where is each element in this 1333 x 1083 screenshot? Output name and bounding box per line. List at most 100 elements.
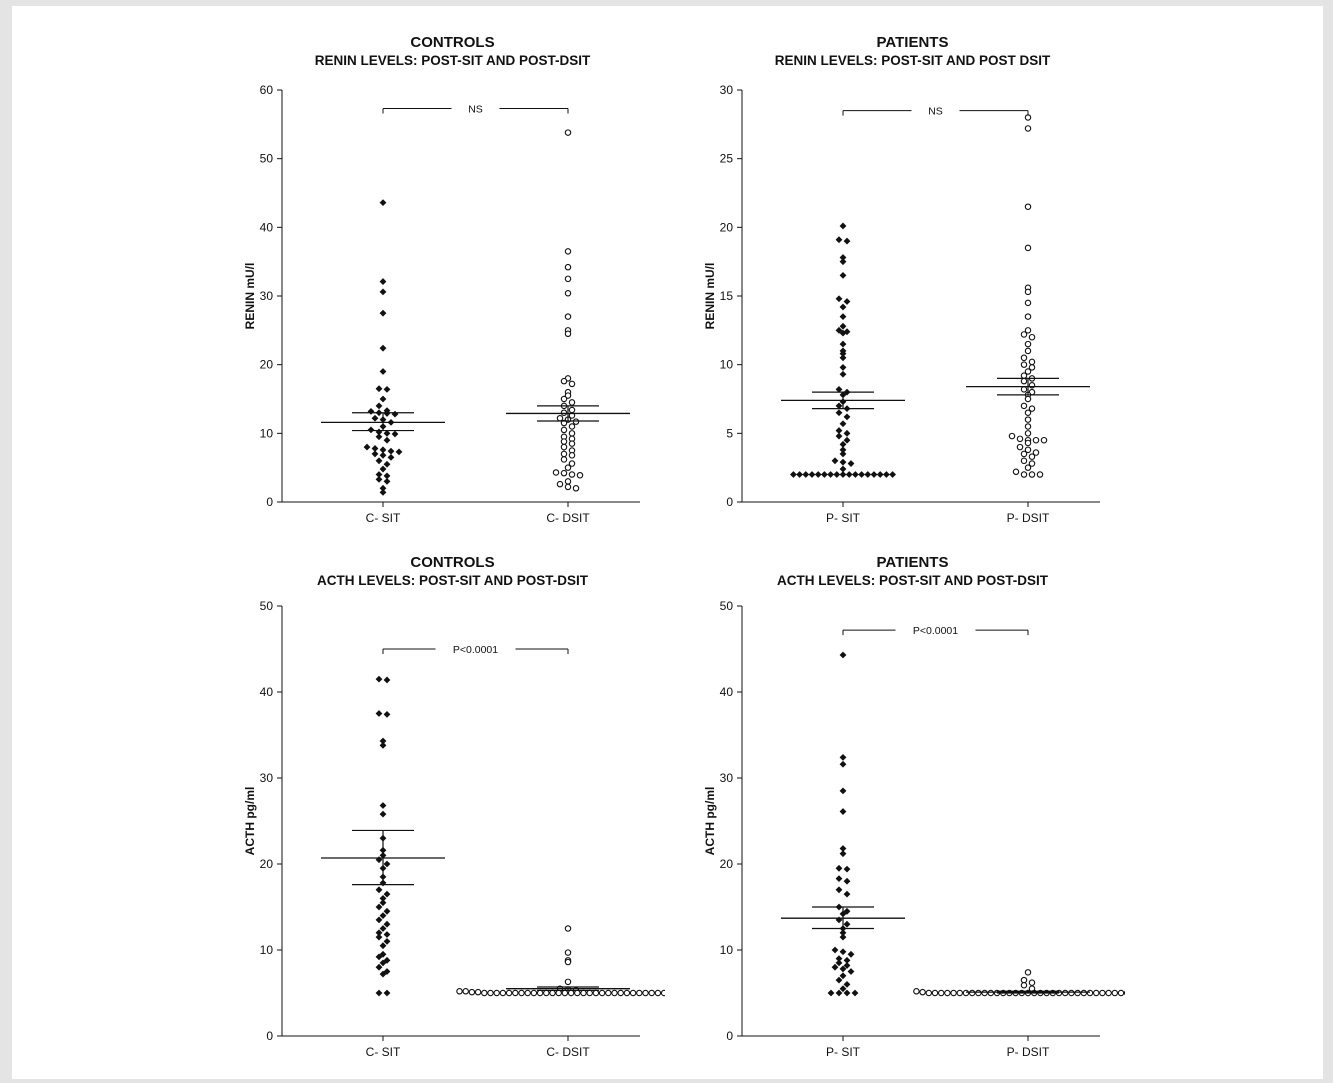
data-point [564,958,572,966]
data-point [1024,395,1032,403]
data-point [560,443,568,451]
data-point [375,903,383,911]
y-tick-label: 40 [260,220,274,234]
data-point [379,959,387,967]
data-point [383,938,391,945]
chart-subtitle: ACTH LEVELS: POST-SIT AND POST-DSIT [316,573,588,588]
y-tick-label: 20 [260,857,274,871]
data-point [1024,313,1032,320]
data-point [383,710,391,718]
data-point [379,465,387,473]
data-point [1068,989,1075,997]
data-point [1024,244,1032,252]
data-point [456,988,463,995]
data-point [839,845,847,852]
data-point [1028,364,1036,371]
data-point [839,651,847,659]
y-axis-label: RENIN mU/l [243,263,257,330]
data-point [1032,449,1040,456]
data-point [1074,989,1081,997]
data-point [379,925,387,932]
data-point [383,968,391,975]
data-point [379,344,387,352]
data-point [383,860,391,868]
data-point [843,429,851,437]
data-point [379,895,387,902]
data-point [1020,386,1028,393]
data-point [391,410,399,418]
data-point [568,440,576,447]
data-point [839,350,847,358]
data-point [1020,377,1028,385]
data-point [831,457,839,465]
data-point [839,753,847,761]
data-point [499,989,507,997]
data-point [839,965,847,973]
data-point [379,912,387,919]
data-point [564,949,572,956]
data-point [636,989,643,997]
data-point [564,478,572,485]
data-point [1024,347,1032,355]
chart-subtitle: ACTH LEVELS: POST-SIT AND POST-DSIT [776,573,1048,588]
data-point [843,413,851,421]
data-point [1024,409,1032,416]
data-point [568,460,576,467]
data-point [391,430,399,438]
y-tick-label: 0 [266,1029,273,1043]
data-point [839,450,847,458]
chart-panel-patients-acth: PATIENTS ACTH LEVELS: POST-SIT AND POST-… [700,550,1125,1065]
data-point [839,929,847,937]
data-point [845,471,853,478]
y-axis-label: ACTH pg/ml [703,787,717,856]
data-point [564,263,572,271]
data-point [564,129,572,136]
data-point [371,445,379,452]
y-tick-label: 0 [726,1029,733,1043]
data-point [564,330,572,338]
data-point [371,450,379,458]
data-point [852,471,859,478]
data-point [843,989,851,997]
data-point [375,989,383,997]
data-point [1028,358,1036,366]
data-point [560,395,568,403]
data-point [808,471,816,478]
y-tick-label: 25 [720,152,734,166]
data-point [375,385,383,393]
data-point [1020,982,1028,989]
data-point [574,989,581,997]
data-point [379,488,387,496]
data-point [1061,989,1069,997]
data-point [839,446,847,454]
data-point [375,433,383,441]
x-tick-label: P- SIT [826,1045,861,1059]
data-point [592,989,600,997]
data-point [839,272,847,279]
data-point [560,377,568,385]
data-point [375,402,383,410]
data-point [839,440,847,448]
data-point [839,458,847,466]
figure-area: CONTROLS RENIN LEVELS: POST-SIT AND POST… [12,6,1323,1079]
data-point [839,254,847,261]
data-point [981,989,988,997]
chart-subtitle: RENIN LEVELS: POST-SIT AND POST-DSIT [314,53,591,68]
data-point [835,402,843,410]
data-point [568,406,576,414]
data-point [560,469,568,477]
data-point [1123,990,1125,996]
data-point [1099,989,1106,997]
y-tick-label: 50 [720,599,734,613]
data-point [367,426,375,434]
data-point [481,989,488,997]
data-point [839,364,847,371]
y-axis-label: ACTH pg/ml [243,787,257,856]
data-point [1020,372,1028,379]
data-point [586,989,593,997]
chart-plot: 0 10 20 30 40 50 ACTH pg/ml P- SIT P- DSIT P<0.00… [703,599,1125,1059]
data-point [790,471,797,478]
data-point [835,427,843,434]
data-point [931,989,939,997]
data-point [1024,203,1032,210]
